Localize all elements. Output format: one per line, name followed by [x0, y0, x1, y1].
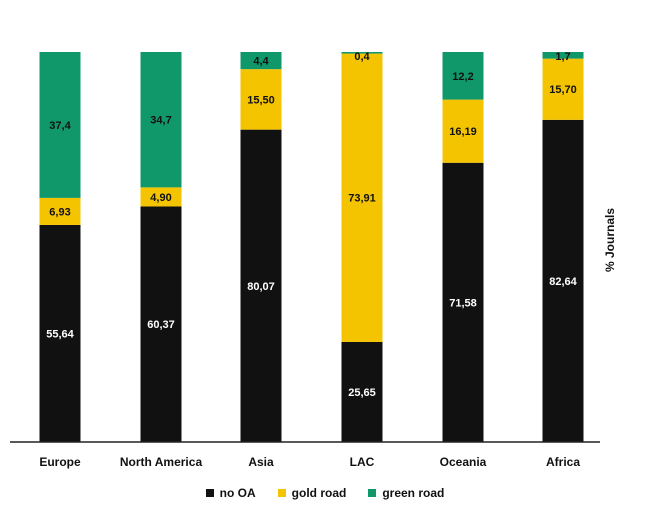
data-label: 15,50 — [247, 94, 275, 106]
bar-segment-gold-road-africa — [542, 58, 584, 120]
legend-label: no OA — [219, 486, 256, 500]
y-axis-label: % Journals — [603, 207, 617, 273]
data-label: 6,93 — [49, 206, 70, 218]
legend-item: green road — [368, 486, 444, 500]
data-label: 80,07 — [247, 281, 275, 293]
x-tick-label: Africa — [546, 455, 580, 469]
bar-segment-green-road-europe — [39, 52, 81, 198]
data-label: 4,4 — [253, 56, 269, 68]
bar-segment-no-oa-oceania — [442, 162, 484, 443]
legend: no OA gold road green road — [0, 486, 650, 500]
bar-segment-green-road-lac — [341, 52, 383, 54]
legend-swatch — [368, 489, 377, 497]
data-label: 37,4 — [49, 120, 71, 132]
legend-item: no OA — [205, 486, 256, 500]
bar-segment-gold-road-europe — [39, 197, 81, 225]
bar-segment-gold-road-lac — [341, 53, 383, 342]
data-label: 25,65 — [348, 387, 376, 399]
x-tick-label: Oceania — [440, 455, 487, 469]
data-label: 12,2 — [452, 71, 473, 83]
data-label: 73,91 — [348, 193, 376, 205]
legend-label: gold road — [291, 486, 347, 500]
data-label: 34,7 — [150, 115, 171, 127]
legend-swatch — [205, 489, 214, 497]
x-tick-label: Europe — [39, 455, 81, 469]
bars-group: 55,64 6,93 37,4 60,37 4,90 34,7 80,07 15,50 4,4 2… — [39, 51, 584, 443]
bar-segment-green-road-oceania — [442, 52, 484, 100]
x-tick-label: LAC — [350, 455, 375, 469]
data-label: 1,7 — [555, 51, 570, 63]
data-label: 16,19 — [449, 126, 477, 138]
data-label: 82,64 — [549, 276, 577, 288]
x-tick-label: Asia — [248, 455, 274, 469]
data-label: 71,58 — [449, 297, 477, 309]
bar-segment-gold-road-asia — [240, 69, 282, 130]
bar-segment-no-oa-europe — [39, 224, 81, 442]
bar-segment-no-oa-africa — [542, 119, 584, 442]
bar-segment-no-oa-lac — [341, 341, 383, 442]
data-label: 15,70 — [549, 84, 577, 96]
data-label: 60,37 — [147, 319, 175, 331]
bar-segment-gold-road-north-america — [140, 187, 182, 207]
bar-segment-green-road-africa — [542, 52, 584, 59]
x-axis-labels: Europe North America Asia LAC Oceania Africa — [39, 455, 580, 469]
x-tick-label: North America — [120, 455, 203, 469]
data-label: 0,4 — [354, 51, 370, 63]
legend-label: green road — [382, 486, 445, 500]
data-label: 55,64 — [46, 328, 74, 340]
bar-segment-gold-road-oceania — [442, 99, 484, 163]
legend-item: gold road — [277, 486, 347, 500]
bar-segment-no-oa-north-america — [140, 206, 182, 442]
data-label: 4,90 — [150, 192, 171, 204]
legend-swatch — [277, 489, 286, 497]
bar-segment-green-road-north-america — [140, 52, 182, 188]
bar-segment-green-road-asia — [240, 52, 282, 70]
bar-segment-no-oa-asia — [240, 129, 282, 442]
